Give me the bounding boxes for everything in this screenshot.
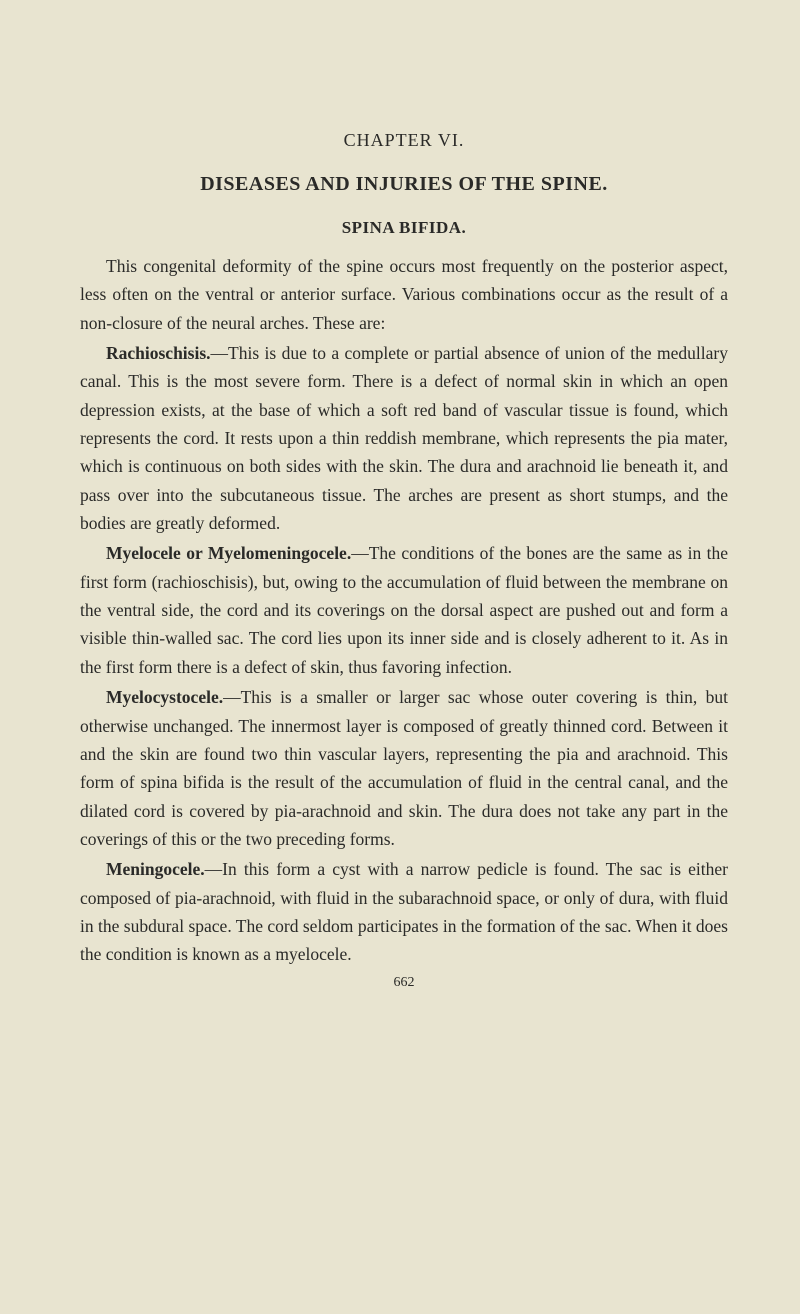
intro-paragraph: This congenital deformity of the spine o…: [80, 252, 728, 337]
meningocele-term: Meningocele.: [106, 859, 205, 879]
myelocele-paragraph: Myelocele or Myelomeningocele.—The condi…: [80, 539, 728, 681]
page-number: 662: [80, 975, 728, 991]
myelocystocele-paragraph: Myelocystocele.—This is a smaller or lar…: [80, 683, 728, 853]
rachioschisis-term: Rachioschisis.: [106, 343, 211, 363]
myelocele-term: Myelocele or Myelomeningocele.: [106, 543, 351, 563]
section-heading: SPINA BIFIDA.: [80, 218, 728, 238]
rachioschisis-paragraph: Rachioschisis.—This is due to a complete…: [80, 339, 728, 537]
myelocystocele-text: —This is a smaller or larger sac whose o…: [80, 687, 728, 849]
meningocele-paragraph: Meningocele.—In this form a cyst with a …: [80, 855, 728, 968]
chapter-number: CHAPTER VI.: [80, 130, 728, 151]
myelocystocele-term: Myelocystocele.: [106, 687, 223, 707]
chapter-title: DISEASES AND INJURIES OF THE SPINE.: [80, 173, 728, 196]
myelocele-text: —The conditions of the bones are the sam…: [80, 543, 728, 676]
rachioschisis-text: —This is due to a complete or partial ab…: [80, 343, 728, 533]
